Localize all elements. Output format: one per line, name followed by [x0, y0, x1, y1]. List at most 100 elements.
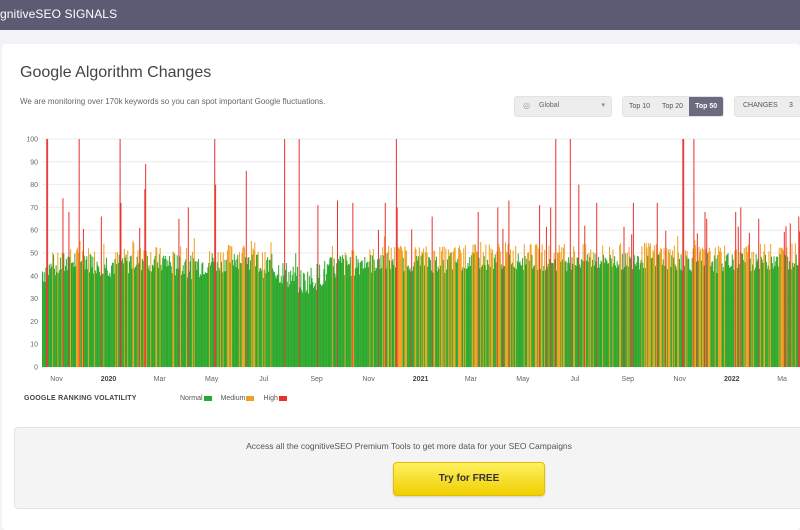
volatility-bar: [261, 270, 263, 367]
volatility-bar: [407, 265, 409, 367]
volatility-bar: [326, 264, 328, 367]
volatility-bar: [389, 260, 391, 367]
volatility-bar: [622, 269, 624, 367]
volatility-bar: [54, 275, 56, 367]
volatility-bar: [467, 263, 469, 367]
volatility-bar: [547, 263, 549, 367]
volatility-bar: [274, 275, 276, 367]
page-title: Google Algorithm Changes: [20, 64, 212, 81]
volatility-bar: [759, 268, 761, 367]
volatility-bar: [400, 245, 402, 367]
volatility-bar: [753, 251, 755, 367]
volatility-bar: [232, 259, 234, 367]
volatility-bar: [556, 270, 558, 367]
volatility-bar: [434, 251, 436, 367]
volatility-bar: [67, 256, 69, 367]
tab-top-20[interactable]: Top 20: [656, 97, 690, 116]
volatility-bar: [273, 272, 275, 367]
volatility-bar: [797, 265, 799, 367]
volatility-bar: [163, 259, 165, 367]
y-tick-label: 60: [30, 228, 38, 235]
volatility-bar: [684, 266, 686, 367]
volatility-bar: [374, 271, 376, 367]
volatility-bar: [94, 251, 96, 367]
volatility-bar: [714, 247, 716, 367]
volatility-bar: [312, 282, 314, 367]
volatility-bar: [133, 242, 135, 367]
volatility-bar: [316, 263, 318, 367]
volatility-bar: [396, 207, 398, 367]
volatility-bar: [774, 265, 776, 367]
volatility-bar: [540, 252, 542, 367]
volatility-chart[interactable]: 0 10 20 30 40 50 60 70 80 90 100 Nov 2020 Mar May Jul Se…: [2, 44, 800, 394]
changes-toggle[interactable]: CHANGES 3: [734, 96, 800, 117]
volatility-bar: [250, 260, 252, 367]
volatility-bar: [415, 249, 417, 367]
volatility-bar: [293, 281, 295, 367]
volatility-bar: [263, 269, 265, 367]
volatility-bar: [601, 262, 603, 367]
volatility-bar: [359, 274, 361, 367]
volatility-bar: [557, 252, 558, 367]
volatility-bar: [643, 267, 645, 367]
volatility-bar: [607, 263, 609, 367]
volatility-bar: [655, 265, 657, 367]
tab-top-50[interactable]: Top 50: [689, 97, 724, 116]
volatility-bar: [432, 272, 434, 367]
volatility-bar: [751, 251, 753, 367]
volatility-bar: [568, 257, 570, 367]
volatility-bar: [718, 245, 720, 367]
volatility-bar: [80, 262, 82, 367]
volatility-bar: [384, 202, 386, 367]
volatility-bar: [453, 248, 455, 367]
volatility-bar: [614, 265, 616, 367]
volatility-bar: [229, 262, 231, 367]
top-n-tabs: Top 10 Top 20 Top 50: [622, 96, 725, 117]
volatility-bar: [798, 216, 800, 367]
volatility-bar: [486, 269, 488, 367]
volatility-bar: [675, 266, 677, 367]
volatility-bar: [543, 266, 545, 367]
volatility-bar: [156, 247, 158, 367]
volatility-bar: [294, 272, 296, 367]
volatility-bar: [520, 264, 522, 367]
volatility-bar: [53, 254, 55, 367]
volatility-bar: [559, 252, 561, 367]
volatility-bar: [211, 253, 213, 367]
volatility-bar: [466, 268, 468, 367]
volatility-bar: [172, 251, 174, 367]
volatility-bar: [132, 240, 134, 367]
tab-top-10[interactable]: Top 10: [623, 97, 657, 116]
volatility-bar: [652, 249, 654, 367]
volatility-bar: [231, 246, 233, 367]
volatility-bar: [749, 258, 751, 367]
volatility-bar: [169, 256, 171, 367]
volatility-bar: [430, 270, 432, 367]
volatility-bar: [385, 268, 387, 367]
volatility-bar: [474, 244, 476, 367]
volatility-bar: [626, 252, 628, 367]
region-select[interactable]: ◎ Global ▾: [514, 96, 612, 117]
volatility-bar: [69, 256, 71, 367]
volatility-bar: [42, 281, 44, 367]
volatility-bar: [707, 253, 709, 367]
volatility-bar: [371, 255, 373, 367]
volatility-bar: [533, 265, 535, 367]
volatility-bar: [273, 271, 275, 367]
volatility-bar: [763, 251, 765, 367]
volatility-bar: [308, 293, 310, 367]
try-for-free-button[interactable]: Try for FREE: [393, 462, 545, 496]
volatility-bar: [232, 265, 234, 367]
volatility-bar: [301, 290, 303, 367]
volatility-bar: [489, 266, 491, 367]
volatility-bar: [729, 267, 731, 367]
volatility-bar: [522, 269, 524, 367]
x-tick-label: 2020: [101, 376, 117, 383]
volatility-bar: [621, 253, 623, 367]
volatility-bar: [627, 266, 629, 367]
volatility-bar: [99, 271, 101, 367]
volatility-bar: [495, 262, 497, 367]
volatility-bar: [782, 248, 784, 367]
volatility-bar: [269, 260, 271, 367]
volatility-bar: [567, 262, 569, 367]
